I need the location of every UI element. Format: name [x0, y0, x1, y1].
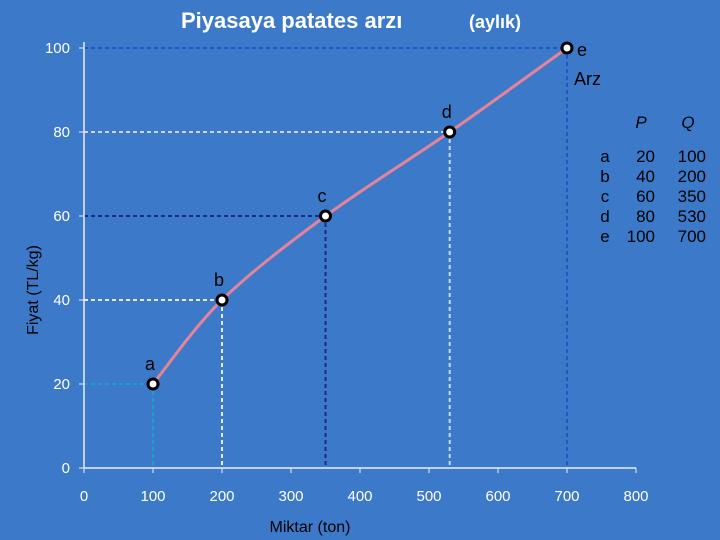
x-axis-label: Miktar (ton) [270, 519, 351, 536]
data-points: a b c d e Arz [145, 40, 601, 391]
table-cell-q: 700 [678, 227, 706, 246]
data-point-e [560, 41, 574, 55]
values-table: P Qa 20 100 b 40 200 c 60 350 d 80 530 e 100 700 [600, 113, 706, 246]
point-label-a: a [145, 354, 156, 374]
guide-lines [84, 47, 568, 468]
table-header-p: P [635, 113, 647, 132]
x-tick-label: 700 [554, 488, 579, 505]
table-row-label: c [601, 187, 610, 206]
data-point-b [215, 293, 229, 307]
data-point-d [443, 125, 457, 139]
table-cell-p: 80 [636, 207, 655, 226]
y-tick-label: 60 [53, 208, 70, 225]
table-cell-p: 60 [636, 187, 655, 206]
x-tick-label: 400 [347, 488, 372, 505]
point-label-b: b [214, 270, 224, 290]
supply-curve-line [151, 46, 568, 385]
point-label-c: c [318, 186, 327, 206]
y-tick-label: 40 [53, 292, 70, 309]
series-name-label: Arz [574, 69, 601, 89]
y-tick-label: 100 [45, 40, 70, 57]
chart-subtitle: (aylık) [469, 12, 522, 32]
table-cell-p: 20 [636, 147, 655, 166]
x-tick-label: 500 [416, 488, 441, 505]
x-tick-label: 300 [278, 488, 303, 505]
data-point-c [319, 209, 332, 223]
y-tick-label: 20 [53, 376, 70, 393]
x-tick-label: 200 [209, 488, 234, 505]
table-row-label: a [600, 147, 610, 166]
data-point-a [146, 377, 160, 391]
x-tick-label: 600 [485, 488, 510, 505]
table-row-label: d [600, 207, 609, 226]
supply-curve [151, 46, 568, 385]
tick-labels: 0 100 200 300 400 500 600 700 800 0 20 40 60 80 100 [45, 40, 649, 505]
chart-title: Piyasaya patates arzı [181, 8, 403, 33]
table-row-label: e [600, 227, 609, 246]
x-tick-label: 0 [80, 488, 88, 505]
table-cell-q: 100 [678, 147, 706, 166]
table-cell-p: 100 [627, 227, 655, 246]
y-tick-label: 0 [62, 460, 70, 477]
point-label-e: e [577, 40, 587, 60]
y-tick-label: 80 [53, 124, 70, 141]
y-axis-label: Fiyat (TL/kg) [25, 245, 42, 335]
table-cell-q: 350 [678, 187, 706, 206]
table-cell-p: 40 [636, 167, 655, 186]
point-label-d: d [442, 102, 452, 122]
x-tick-label: 100 [140, 488, 165, 505]
table-header-q: Q [681, 113, 694, 132]
x-tick-label: 800 [623, 488, 648, 505]
table-row-label: b [600, 167, 609, 186]
axes [79, 42, 637, 473]
table-cell-q: 530 [678, 207, 706, 226]
table-cell-q: 200 [678, 167, 706, 186]
